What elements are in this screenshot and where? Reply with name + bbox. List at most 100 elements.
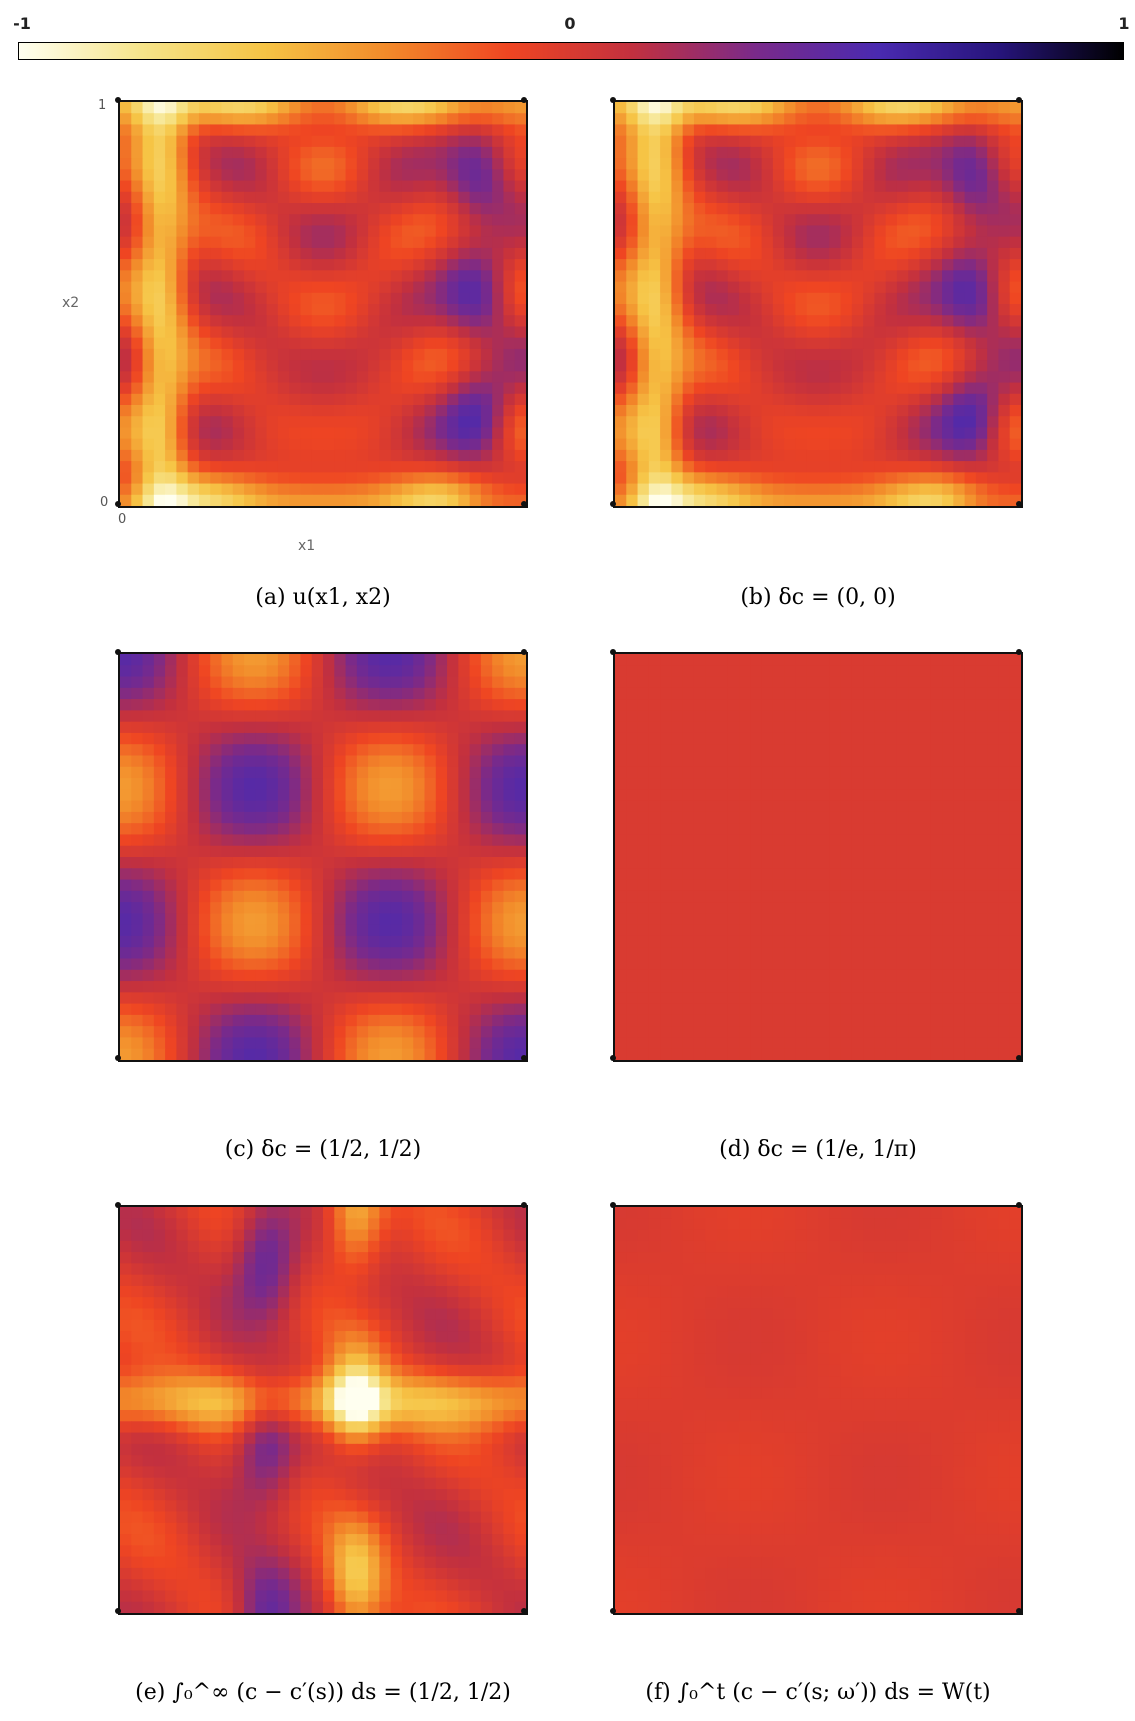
heatmap-cell bbox=[356, 438, 369, 451]
heatmap-cell bbox=[413, 958, 426, 971]
heatmap-cell bbox=[232, 1048, 245, 1060]
heatmap-cell bbox=[165, 935, 177, 948]
heatmap-cell bbox=[503, 935, 516, 948]
heatmap-cell bbox=[998, 191, 1011, 204]
heatmap-cell bbox=[379, 438, 392, 451]
heatmap-cell bbox=[210, 879, 223, 892]
heatmap-cell bbox=[187, 687, 200, 700]
heatmap-cell bbox=[131, 405, 144, 417]
heatmap-cell bbox=[660, 259, 672, 271]
heatmap-cell bbox=[615, 823, 627, 836]
heatmap-cell bbox=[424, 326, 437, 339]
heatmap-cell bbox=[469, 371, 482, 384]
heatmap-cell bbox=[289, 800, 302, 813]
heatmap-cell bbox=[975, 326, 988, 339]
heatmap-cell bbox=[930, 281, 943, 294]
heatmap-cell bbox=[368, 135, 380, 148]
heatmap-cell bbox=[277, 1014, 290, 1027]
heatmap-cell bbox=[165, 699, 177, 711]
heatmap-cell bbox=[818, 744, 830, 757]
heatmap-cell bbox=[424, 483, 437, 496]
heatmap-cell bbox=[379, 879, 392, 892]
heatmap-cell bbox=[930, 879, 943, 892]
heatmap-cell bbox=[626, 393, 639, 406]
heatmap-cell bbox=[727, 259, 740, 271]
heatmap-cell bbox=[311, 494, 324, 506]
heatmap-cell bbox=[727, 811, 740, 824]
heatmap-cell bbox=[942, 811, 954, 824]
heatmap-cell bbox=[1009, 483, 1021, 496]
heatmap-cell bbox=[198, 393, 211, 406]
heatmap-cell bbox=[356, 969, 369, 982]
heatmap-cell bbox=[368, 360, 380, 372]
heatmap-cell bbox=[300, 766, 313, 779]
heatmap-cell bbox=[514, 180, 526, 193]
heatmap-cell bbox=[693, 913, 706, 926]
heatmap-cell bbox=[784, 811, 797, 824]
heatmap-cell bbox=[930, 146, 943, 159]
heatmap-cell bbox=[221, 732, 234, 745]
heatmap-cell bbox=[806, 113, 819, 126]
heatmap-cell bbox=[750, 744, 763, 757]
heatmap-cell bbox=[153, 857, 166, 869]
heatmap-cell bbox=[761, 902, 774, 914]
heatmap-cell bbox=[266, 755, 279, 768]
heatmap-cell bbox=[716, 992, 729, 1005]
heatmap-cell bbox=[187, 654, 200, 666]
heatmap-cell bbox=[682, 461, 695, 473]
heatmap-cell bbox=[637, 811, 650, 824]
heatmap-cell bbox=[671, 789, 684, 802]
heatmap-cell bbox=[311, 902, 324, 914]
heatmap-cell bbox=[277, 281, 290, 294]
heatmap-cell bbox=[334, 958, 347, 971]
heatmap-cell bbox=[356, 834, 369, 847]
heatmap-cell bbox=[975, 699, 988, 711]
heatmap-cell bbox=[750, 778, 763, 790]
heatmap-cell bbox=[851, 169, 864, 182]
heatmap-cell bbox=[390, 124, 403, 137]
heatmap-cell bbox=[908, 405, 921, 417]
heatmap-cell bbox=[447, 236, 459, 249]
heatmap-cell bbox=[818, 687, 830, 700]
heatmap-cell bbox=[896, 191, 909, 204]
heatmap-cell bbox=[998, 337, 1011, 350]
heatmap-cell bbox=[131, 913, 144, 926]
heatmap-cell bbox=[626, 947, 639, 960]
heatmap-cell bbox=[908, 778, 921, 790]
heatmap-cell bbox=[896, 113, 909, 126]
heatmap-cell bbox=[818, 924, 830, 937]
heatmap-cell bbox=[401, 992, 414, 1005]
heatmap-cell bbox=[930, 981, 943, 993]
heatmap-cell bbox=[401, 755, 414, 768]
heatmap-cell bbox=[401, 800, 414, 813]
heatmap-cell bbox=[919, 687, 932, 700]
heatmap-cell bbox=[637, 845, 650, 858]
heatmap-cell bbox=[896, 687, 909, 700]
heatmap-cell bbox=[705, 721, 718, 734]
heatmap-cell bbox=[784, 483, 797, 496]
heatmap-cell bbox=[390, 699, 403, 711]
heatmap-cell bbox=[1009, 405, 1021, 417]
heatmap-cell bbox=[390, 427, 403, 440]
heatmap-cell bbox=[863, 654, 875, 666]
heatmap-cell bbox=[716, 778, 729, 790]
heatmap-cell bbox=[739, 789, 751, 802]
heatmap-cell bbox=[334, 789, 347, 802]
heatmap-cell bbox=[908, 449, 921, 462]
heatmap-cell bbox=[232, 935, 245, 948]
heatmap-cell bbox=[750, 494, 763, 506]
heatmap-cell bbox=[503, 845, 516, 858]
heatmap-cell bbox=[772, 834, 785, 847]
heatmap-cell bbox=[682, 225, 695, 238]
heatmap-cell bbox=[469, 913, 482, 926]
heatmap-cell bbox=[637, 755, 650, 768]
heatmap-cell bbox=[492, 371, 505, 384]
heatmap-cell bbox=[987, 902, 1000, 914]
heatmap-cell bbox=[637, 924, 650, 937]
heatmap-cell bbox=[390, 438, 403, 451]
heatmap-cell bbox=[289, 890, 302, 903]
heatmap-cell bbox=[615, 360, 627, 372]
heatmap-cell bbox=[458, 135, 471, 148]
heatmap-cell bbox=[964, 654, 977, 666]
heatmap-cell bbox=[120, 102, 132, 114]
